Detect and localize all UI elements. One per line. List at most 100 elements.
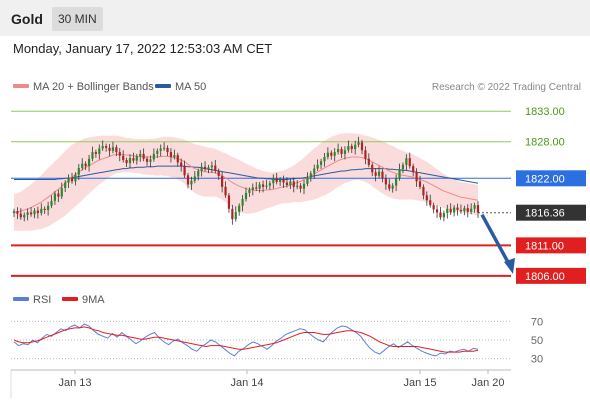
candle-body	[316, 164, 319, 169]
candle-body	[98, 148, 101, 154]
rsi-panel: 30 50 70	[11, 316, 543, 366]
ma50-legend-label: MA 50	[175, 81, 206, 93]
level-label-last: 1816.36	[525, 208, 565, 220]
candle-body	[122, 155, 125, 161]
candle-body	[456, 207, 459, 211]
candle-body	[258, 184, 261, 189]
candle-body	[432, 205, 435, 210]
level-labels: 1833.00 1828.00 1822.00 1816.36 1811.00 1806.…	[516, 106, 586, 284]
candle-body	[142, 153, 145, 159]
candle-body	[343, 150, 347, 154]
candle-body	[29, 212, 33, 215]
candle-body	[446, 208, 449, 214]
candle-body	[166, 147, 169, 153]
candle-body	[197, 170, 200, 177]
candle-body	[309, 173, 312, 178]
x-tick-label: Jan 14	[230, 377, 263, 389]
candle-body	[94, 152, 97, 154]
candle-body	[231, 208, 234, 220]
candle-body	[285, 182, 289, 186]
candle-body	[115, 147, 118, 153]
candle-body	[125, 160, 128, 164]
rsi-tick-label: 50	[531, 335, 543, 347]
candle-body	[251, 187, 254, 190]
level-label-bg-support	[516, 267, 586, 284]
candle-body	[306, 177, 309, 184]
candle-body	[289, 181, 292, 186]
timeframe-button[interactable]: 30 MIN	[52, 7, 103, 31]
candle-body	[207, 167, 210, 170]
x-axis-ticks: Jan 13 Jan 14 Jan 15 Jan 20	[58, 370, 505, 389]
candle-body	[282, 179, 285, 183]
candle-body	[412, 166, 415, 173]
candle-body	[337, 149, 340, 153]
candle-body	[234, 211, 237, 220]
candle-body	[453, 207, 456, 213]
candle-body	[449, 208, 452, 213]
candle-body	[105, 145, 108, 148]
level-label-resistance: 1833.00	[525, 106, 565, 118]
ma9-legend-label: 9MA	[82, 294, 105, 306]
candle-body	[149, 159, 152, 162]
candle-body	[405, 158, 408, 165]
candle-body	[244, 192, 248, 200]
header-bar: Gold 30 MIN	[0, 0, 590, 36]
candle-body	[145, 158, 149, 162]
bollinger-band-area	[14, 133, 478, 231]
candle-body	[74, 174, 77, 182]
candle-body	[176, 155, 179, 163]
candle-body	[64, 182, 67, 189]
candle-body	[193, 176, 196, 181]
candle-body	[12, 211, 16, 214]
candle-body	[367, 158, 370, 165]
candle-body	[395, 178, 398, 186]
candle-body	[425, 195, 428, 201]
candle-body	[391, 185, 394, 189]
bollinger-bands	[14, 133, 478, 231]
candle-body	[169, 152, 173, 157]
candle-body	[476, 205, 480, 213]
candle-body	[156, 150, 159, 154]
x-tick-label: Jan 13	[58, 377, 91, 389]
bb-legend-swatch	[13, 84, 29, 88]
candle-body	[159, 148, 162, 151]
candle-body	[70, 178, 74, 182]
candle-body	[292, 181, 295, 187]
candle-body	[57, 193, 60, 197]
candle-body	[163, 147, 166, 149]
candle-body	[132, 158, 135, 161]
candle-body	[60, 188, 63, 197]
candle-body	[36, 210, 39, 214]
candle-body	[347, 145, 350, 151]
candle-body	[408, 158, 411, 167]
candle-body	[401, 164, 405, 170]
forecast-arrow-head	[504, 257, 515, 274]
x-tick-label: Jan 15	[403, 377, 436, 389]
candle-body	[330, 152, 333, 156]
candle-body	[227, 195, 231, 209]
candle-body	[224, 186, 227, 196]
candle-body	[299, 185, 302, 189]
candle-body	[183, 166, 186, 176]
candle-body	[173, 155, 176, 157]
candle-body	[470, 208, 473, 212]
level-label-support: 1811.00	[525, 240, 564, 252]
candle-body	[180, 162, 183, 167]
candle-body	[217, 170, 220, 176]
candle-body	[374, 172, 377, 176]
candle-body	[26, 212, 29, 215]
candle-body	[459, 210, 463, 212]
candle-body	[265, 185, 268, 187]
candle-body	[371, 164, 374, 173]
candle-body	[275, 178, 278, 182]
candle-body	[384, 178, 387, 185]
candle-body	[418, 181, 422, 187]
candle-body	[357, 142, 360, 145]
timestamp: Monday, January 17, 2022 12:53:03 AM CET	[13, 41, 273, 56]
candle-body	[47, 205, 50, 211]
candle-body	[360, 142, 364, 151]
asset-name: Gold	[11, 11, 43, 27]
ma50-line	[14, 165, 479, 184]
candle-body	[33, 210, 36, 215]
candle-body	[40, 208, 43, 214]
